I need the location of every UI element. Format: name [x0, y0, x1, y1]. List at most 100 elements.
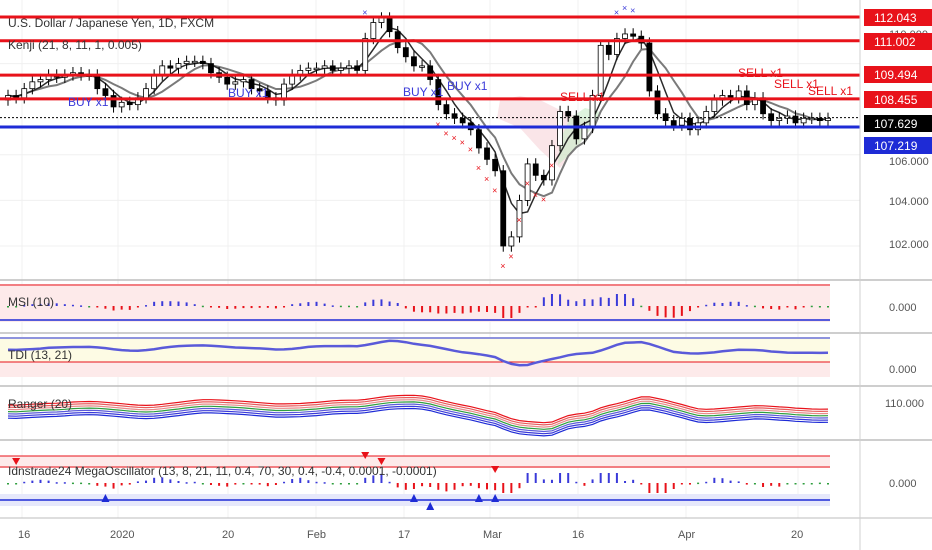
mega-bar — [274, 483, 277, 485]
candle-body — [630, 33, 637, 37]
price-badge-text: 112.043 — [874, 11, 917, 25]
msi-bar-down — [664, 306, 667, 318]
mega-bar — [770, 483, 773, 486]
buy-cross-marker: × — [516, 215, 521, 225]
candle-body — [825, 117, 831, 121]
vertical-grid — [21, 0, 799, 518]
mega-bar — [153, 477, 156, 483]
mega-sell-triangle — [377, 458, 386, 465]
mega-bar — [347, 483, 350, 485]
candle-body — [29, 81, 36, 90]
ranger-band-line — [7, 403, 829, 433]
mega-bar — [234, 483, 237, 485]
mega-bar — [810, 483, 813, 485]
msi-bar-down — [486, 306, 489, 312]
mega-bar — [445, 483, 448, 492]
price-badge-text: 107.629 — [874, 117, 918, 131]
signal-labels: BUY x1 BUY x1 BUY x1 BUY x1 SELL x1 SELL… — [68, 66, 853, 109]
msi-bar-up — [380, 299, 383, 306]
sell-cross-marker: × — [614, 8, 619, 18]
msi-bar-up — [39, 303, 42, 306]
candle-body — [451, 113, 458, 119]
mega-bar — [169, 479, 172, 483]
msi-bar-up — [153, 301, 156, 306]
buy-cross-marker: × — [549, 160, 554, 170]
ranger-band-line — [7, 394, 829, 424]
mega-bar — [786, 483, 789, 485]
time-tick: 20 — [791, 529, 803, 541]
mega-bar — [745, 483, 748, 485]
mega-bar — [818, 482, 821, 485]
msi-bar-up — [80, 305, 83, 307]
price-levels — [0, 15, 860, 129]
mega-bar — [283, 481, 286, 484]
candle-body — [175, 63, 182, 69]
mega-bar — [721, 478, 724, 483]
msi-bar-up — [729, 301, 732, 306]
tdi-label: TDI (13, 21) — [8, 348, 72, 362]
candle-body — [191, 60, 198, 64]
mega-bar — [827, 483, 829, 485]
msi-bar-up — [615, 294, 618, 306]
mega-bar — [307, 480, 310, 483]
candle-body — [199, 60, 206, 64]
candle-body — [329, 65, 336, 71]
mega-bar — [266, 483, 269, 487]
mega-bar — [437, 483, 440, 490]
symbol-title: U.S. Dollar / Japanese Yen, 1D, FXCM — [8, 16, 214, 30]
msi-bar-up — [396, 303, 399, 306]
candle-body — [362, 38, 369, 71]
mega-bar — [356, 483, 359, 485]
candle-body — [581, 127, 588, 140]
msi-bar-up — [55, 303, 58, 306]
candle-body — [151, 74, 158, 90]
mega-bar — [762, 483, 765, 487]
msi-bar-up — [550, 294, 553, 306]
msi-bar-up — [23, 305, 26, 307]
msi-bar-down — [786, 306, 789, 308]
mega-bar — [599, 473, 602, 483]
mega-bar — [534, 473, 537, 483]
candle-body — [256, 88, 263, 92]
msi-bar-up — [31, 304, 34, 306]
mega-buy-triangle — [474, 494, 483, 502]
candle-body — [370, 22, 377, 39]
msi-bar-down — [421, 306, 424, 313]
mega-bar — [104, 483, 107, 487]
mega-bar — [404, 483, 407, 490]
sell-cross-marker: × — [622, 3, 627, 13]
msi-bar-down — [437, 306, 440, 314]
mega-bar — [315, 481, 318, 484]
mega-bar — [39, 479, 42, 483]
msi-bar-down — [672, 306, 675, 318]
msi-bar-up — [71, 304, 74, 307]
buy-cross-marker: × — [500, 261, 505, 271]
mega-bar — [640, 483, 643, 485]
msi-bar-down — [510, 306, 513, 318]
mega-bar — [380, 473, 383, 483]
buy-cross-marker: × — [533, 190, 538, 200]
candle-body — [475, 129, 482, 149]
candle-body — [532, 163, 539, 176]
msi-bar-up — [388, 301, 391, 306]
msi-bar-up — [185, 302, 188, 306]
mega-bar — [729, 480, 732, 483]
ranger-axis-tick: 110.000 — [885, 398, 924, 410]
signal-label: BUY x1 — [447, 79, 488, 93]
mega-bar — [648, 483, 651, 493]
candle-body — [21, 88, 28, 99]
mega-bar — [209, 483, 212, 485]
mega-bar — [615, 473, 618, 483]
candle-body — [167, 65, 174, 69]
msi-bar-up — [315, 301, 318, 306]
candle-body — [126, 101, 133, 106]
mega-bar — [120, 483, 123, 486]
candle-body — [402, 47, 409, 58]
candle-body — [605, 44, 612, 55]
signal-label: SELL x1 — [774, 77, 819, 91]
price-badges: 112.043 111.002 109.494 108.455 107.629 … — [864, 9, 932, 154]
msi-bar-up — [177, 301, 180, 306]
msi-bar-up — [705, 304, 708, 307]
tdi-panel — [0, 337, 830, 377]
msi-bar-up — [47, 303, 50, 306]
